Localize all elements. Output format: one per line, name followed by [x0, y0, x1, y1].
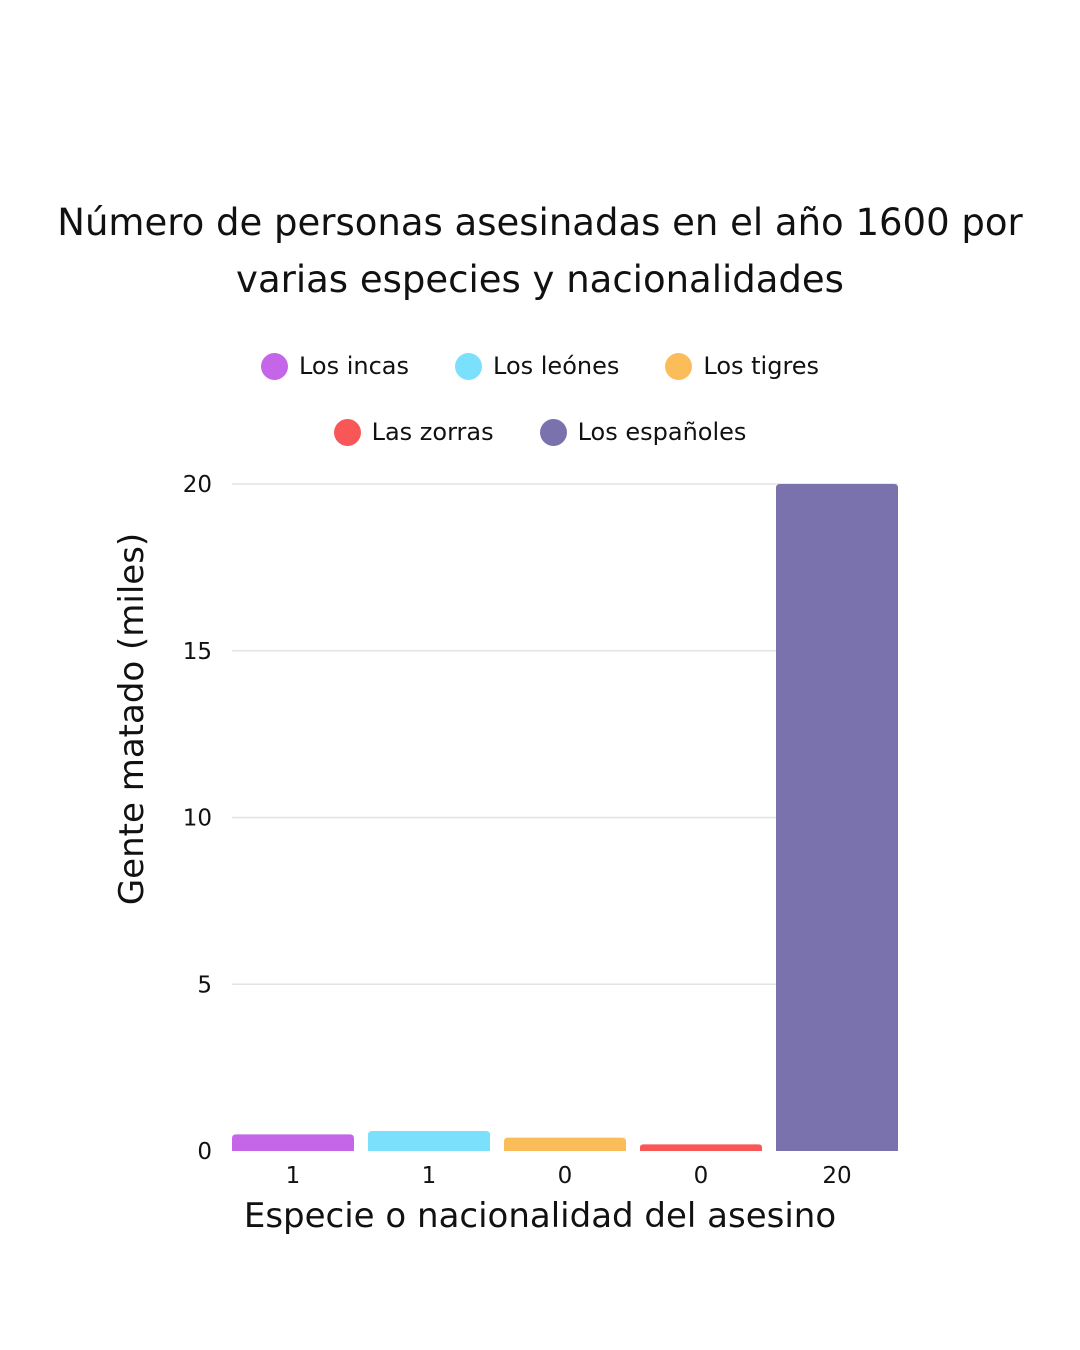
chart-title: Número de personas asesinadas en el año … [57, 201, 1023, 301]
y-tick-label-0: 0 [197, 1139, 212, 1165]
legend-swatch-zorras [333, 418, 361, 446]
legend-item-leones: Los leónes [455, 352, 619, 380]
x-axis-title: Especie o nacionalidad del asesino [244, 1196, 836, 1236]
legend-swatch-incas [260, 352, 288, 380]
legend-label-incas: Los incas [298, 352, 409, 380]
bar-value-label: 0 [694, 1163, 709, 1189]
legend-item-espanoles: Los españoles [539, 418, 747, 446]
legend-row-2: Las zorras Los españoles [0, 418, 1080, 446]
legend-label-espanoles: Los españoles [577, 418, 747, 446]
y-tick-label-20: 20 [183, 472, 212, 498]
y-axis-title: Gente matado (miles) [112, 533, 152, 905]
legend-swatch-leones [455, 352, 482, 380]
y-tick-label-5: 5 [197, 972, 212, 998]
value-labels: 1 1 0 0 20 [286, 1163, 852, 1189]
bar-los-incas [232, 1134, 354, 1151]
y-tick-label-15: 15 [183, 639, 212, 665]
bar-las-zorras [640, 1144, 762, 1151]
legend-label-tigres: Los tigres [703, 352, 820, 380]
legend-row-1: Los incas Los leónes Los tigres [0, 352, 1080, 380]
legend-label-zorras: Las zorras [371, 418, 494, 446]
legend-label-leones: Los leónes [493, 352, 620, 380]
legend-swatch-espanoles [539, 418, 567, 446]
y-axis-ticks: 0 5 10 15 20 [183, 472, 212, 1165]
legend-item-zorras: Las zorras [333, 418, 494, 446]
bar-los-leónes [368, 1130, 490, 1151]
bar-los-tigres [504, 1137, 626, 1151]
legend-swatch-tigres [665, 352, 693, 380]
bar-value-label: 20 [822, 1163, 851, 1189]
bars [232, 484, 898, 1151]
bar-los-españoles [776, 484, 898, 1151]
bar-value-label: 1 [422, 1163, 437, 1189]
y-tick-label-10: 10 [183, 806, 212, 832]
legend-item-tigres: Los tigres [665, 352, 819, 380]
bar-value-label: 1 [286, 1163, 301, 1189]
bar-value-label: 0 [558, 1163, 573, 1189]
legend-item-incas: Los incas [260, 352, 409, 380]
